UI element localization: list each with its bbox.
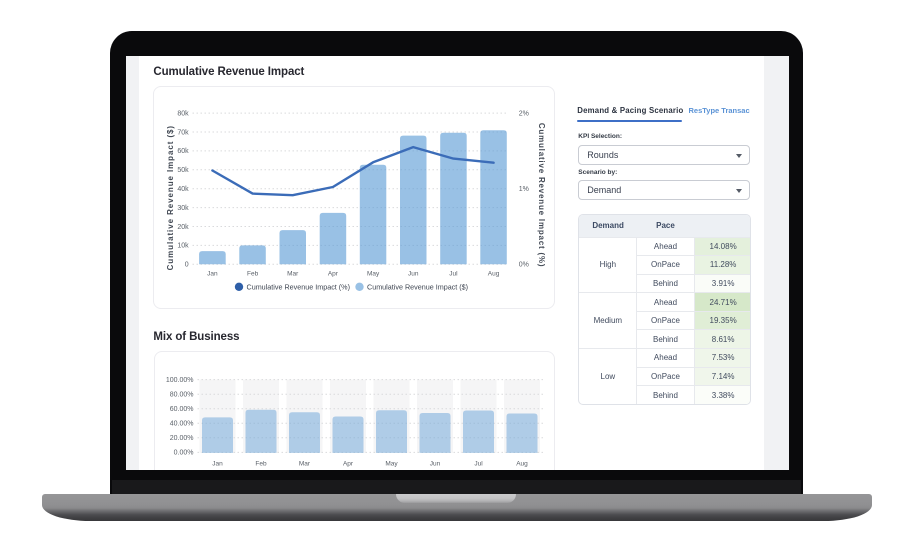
svg-text:60k: 60k — [177, 148, 189, 155]
svg-text:Jun: Jun — [408, 271, 419, 278]
svg-text:20.00%: 20.00% — [169, 435, 193, 442]
svg-text:Aug: Aug — [516, 461, 528, 468]
svg-text:Mar: Mar — [298, 461, 310, 468]
svg-text:0: 0 — [185, 262, 189, 269]
svg-text:1%: 1% — [519, 186, 529, 193]
svg-text:50k: 50k — [177, 167, 189, 174]
svg-text:Jan: Jan — [207, 271, 218, 278]
svg-text:0.00%: 0.00% — [173, 450, 193, 457]
svg-text:Aug: Aug — [488, 271, 500, 278]
svg-text:Feb: Feb — [247, 271, 259, 278]
svg-text:Apr: Apr — [328, 271, 339, 278]
svg-text:0%: 0% — [519, 262, 529, 269]
svg-text:80k: 80k — [177, 111, 189, 118]
svg-text:May: May — [385, 461, 398, 468]
svg-text:Cumulative Revenue Impact (%): Cumulative Revenue Impact (%) — [246, 283, 349, 292]
svg-text:Jun: Jun — [429, 461, 440, 468]
svg-text:30k: 30k — [177, 205, 189, 212]
svg-text:40.00%: 40.00% — [169, 421, 193, 428]
svg-text:Cumulative Revenue Impact ($): Cumulative Revenue Impact ($) — [367, 283, 468, 292]
svg-text:70k: 70k — [177, 129, 189, 136]
svg-text:Jul: Jul — [474, 461, 483, 468]
svg-text:60.00%: 60.00% — [169, 406, 193, 413]
svg-text:Apr: Apr — [342, 461, 353, 468]
svg-text:Mar: Mar — [287, 271, 299, 278]
svg-text:Jan: Jan — [212, 461, 223, 468]
svg-text:Feb: Feb — [255, 461, 267, 468]
svg-text:10k: 10k — [177, 243, 189, 250]
svg-text:2%: 2% — [519, 111, 529, 118]
svg-text:40k: 40k — [177, 186, 189, 193]
svg-text:Cumulative Revenue Impact (%): Cumulative Revenue Impact (%) — [537, 123, 546, 268]
svg-text:20k: 20k — [177, 224, 189, 231]
svg-text:May: May — [367, 271, 380, 278]
svg-text:80.00%: 80.00% — [169, 392, 193, 399]
svg-text:Cumulative Revenue Impact ($): Cumulative Revenue Impact ($) — [166, 125, 175, 270]
svg-text:100.00%: 100.00% — [165, 377, 193, 384]
svg-text:Jul: Jul — [449, 271, 458, 278]
